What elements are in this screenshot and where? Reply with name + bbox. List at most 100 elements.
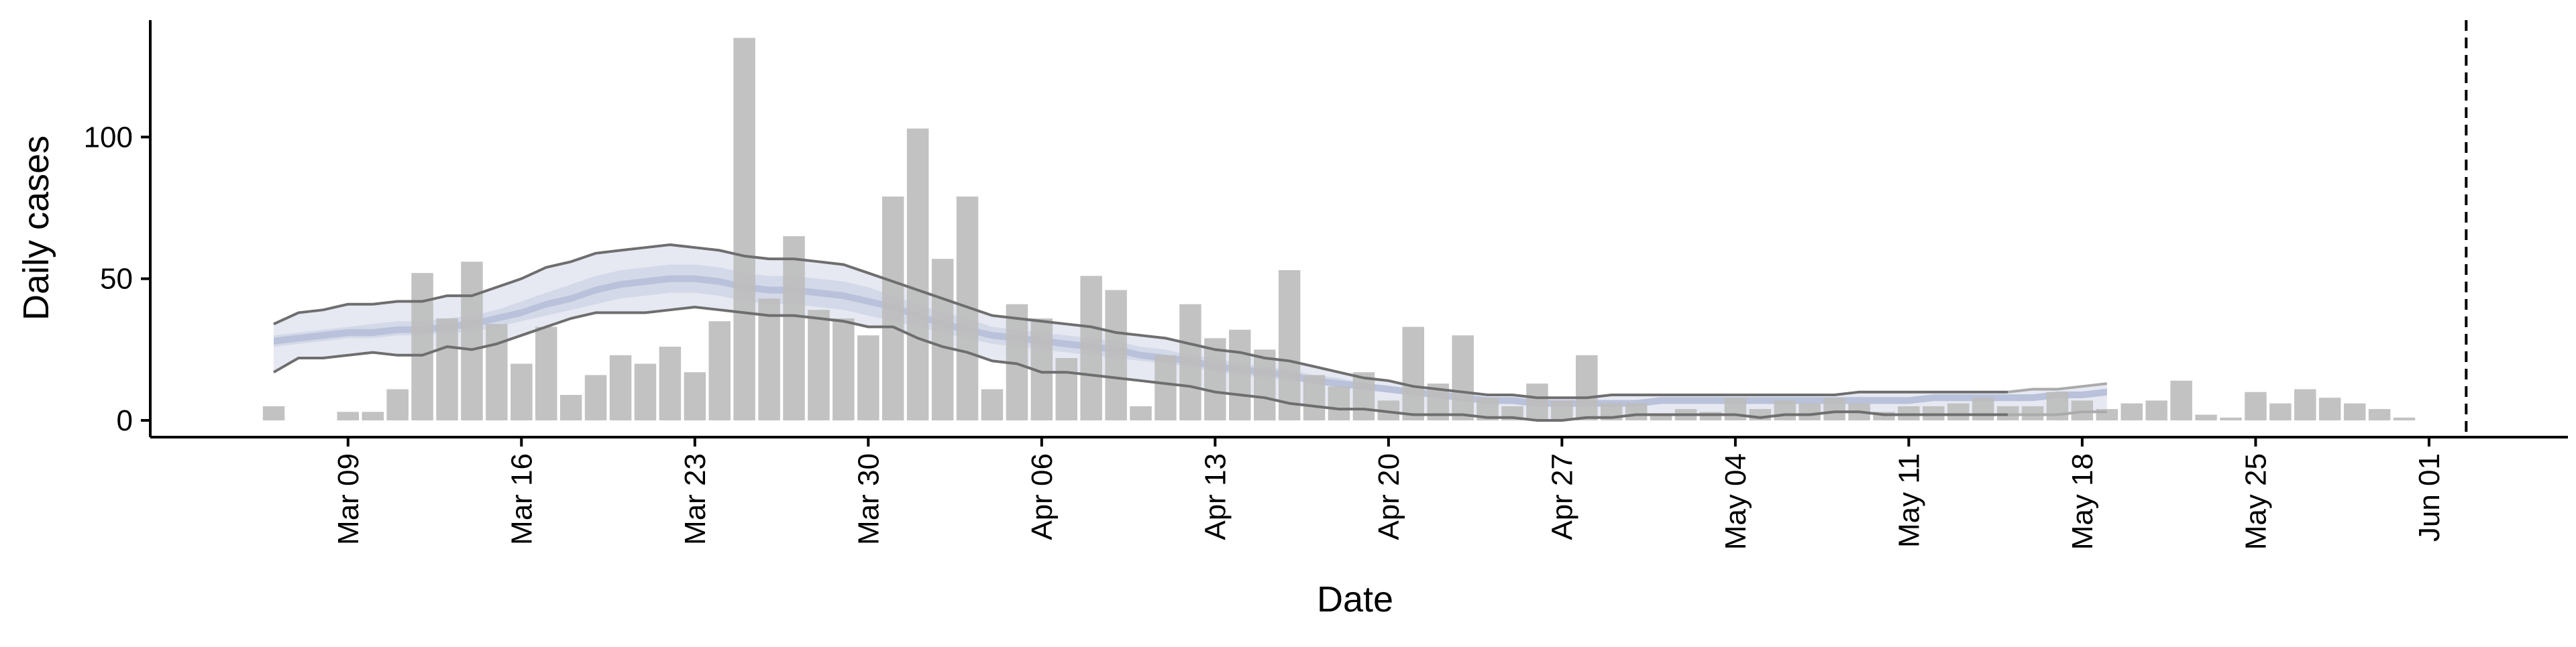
case-bar: [386, 389, 409, 420]
case-bar: [1130, 406, 1152, 420]
x-tick-label: May 18: [2066, 453, 2099, 550]
case-bar: [1996, 406, 2019, 420]
lower-bound-line-faded: [2008, 410, 2107, 416]
case-bar: [833, 318, 855, 420]
case-bar: [684, 372, 706, 420]
case-bar: [535, 327, 557, 420]
case-bar: [262, 406, 285, 420]
case-bar: [2195, 414, 2217, 420]
case-bar: [1947, 403, 1970, 420]
case-bar: [634, 363, 657, 420]
model-interval-lines: [273, 243, 2108, 422]
axes: [149, 20, 2568, 438]
case-bar: [2121, 403, 2143, 420]
y-tick-label: 0: [117, 404, 133, 437]
x-tick-label: Apr 20: [1373, 453, 1405, 540]
case-bar: [2245, 392, 2267, 420]
case-bar: [1278, 270, 1301, 420]
case-bar: [1650, 414, 1672, 420]
case-bar: [1526, 384, 1548, 420]
case-bar: [906, 128, 929, 420]
case-bar: [931, 259, 954, 420]
case-bar: [1452, 335, 1474, 420]
case-bar: [1352, 372, 1375, 420]
case-bar: [1576, 355, 1598, 420]
y-tick-label: 100: [84, 121, 133, 154]
case-bar: [1254, 349, 1276, 421]
case-bar: [511, 363, 533, 420]
x-tick-label: Apr 27: [1546, 453, 1578, 540]
case-bar: [2343, 403, 2366, 420]
y-tick-label: 50: [100, 263, 133, 296]
case-bar: [461, 261, 483, 420]
x-tick-label: May 25: [2239, 453, 2272, 550]
case-bar: [1625, 403, 1648, 420]
model-bands: [274, 245, 2107, 420]
case-bar: [808, 310, 830, 420]
y-axis-title: Daily cases: [16, 135, 56, 320]
case-bar: [1402, 327, 1424, 420]
case-bar: [559, 395, 582, 420]
case-bar: [758, 298, 780, 420]
case-bar: [1328, 386, 1350, 420]
upper-bound-line: [273, 243, 2008, 400]
case-bar: [1823, 398, 1845, 420]
case-bar: [2170, 380, 2192, 420]
case-bar: [1155, 355, 1177, 420]
x-tick-label: Apr 13: [1199, 453, 1232, 540]
case-bar: [1303, 375, 1326, 420]
tick-labels: 0 50 100 Mar 09 Mar 16 Mar 23 Mar 30 Apr 06 Apr …: [84, 121, 2446, 550]
case-bar: [1204, 338, 1226, 420]
case-bar: [2269, 403, 2292, 420]
case-bar: [1105, 290, 1127, 420]
case-bar: [2393, 417, 2416, 420]
x-axis-title: Date: [1317, 579, 1393, 620]
case-bar: [2021, 406, 2044, 420]
case-bar: [1774, 400, 1796, 420]
case-bar: [2071, 400, 2094, 420]
case-bar: [2318, 398, 2341, 420]
case-bar: [1724, 398, 1747, 420]
case-bar: [2046, 392, 2069, 420]
case-bar: [1898, 406, 1920, 420]
case-bar: [2368, 409, 2391, 420]
case-bar: [1923, 406, 1945, 420]
x-tick-label: Mar 23: [679, 453, 712, 545]
case-bar: [981, 389, 1004, 420]
case-bar: [2220, 417, 2242, 420]
x-tick-label: May 04: [1719, 453, 1752, 550]
case-bar: [1799, 403, 1821, 420]
case-bar: [708, 321, 731, 420]
case-bar: [337, 412, 359, 420]
case-bar: [486, 324, 508, 420]
case-bar: [1699, 412, 1722, 420]
x-tick-label: Jun 01: [2413, 453, 2446, 542]
case-bar: [584, 375, 607, 420]
case-bar: [609, 355, 632, 420]
case-bar: [2145, 400, 2167, 420]
case-bar: [1229, 329, 1251, 420]
x-tick-label: Mar 16: [505, 453, 538, 545]
case-bar: [1972, 398, 1994, 420]
case-bar: [411, 273, 433, 420]
case-bar: [436, 318, 458, 420]
case-bar: [857, 335, 879, 420]
case-bar: [783, 236, 805, 420]
lower-bound-line: [273, 305, 2008, 422]
case-bar: [733, 38, 755, 420]
case-bar: [1179, 304, 1201, 420]
x-tick-label: Apr 06: [1026, 453, 1059, 540]
upper-bound-line-faded: [2007, 382, 2108, 394]
case-bar: [1551, 400, 1573, 420]
case-bar: [659, 347, 682, 420]
case-bar: [1055, 358, 1077, 420]
x-tick-label: May 11: [1892, 453, 1925, 548]
case-bar: [882, 196, 904, 420]
daily-case-bars: [262, 38, 2416, 421]
case-bar: [362, 412, 384, 420]
x-tick-label: Mar 30: [852, 453, 885, 545]
x-tick-label: Mar 09: [332, 453, 365, 545]
case-bar: [1080, 276, 1102, 420]
